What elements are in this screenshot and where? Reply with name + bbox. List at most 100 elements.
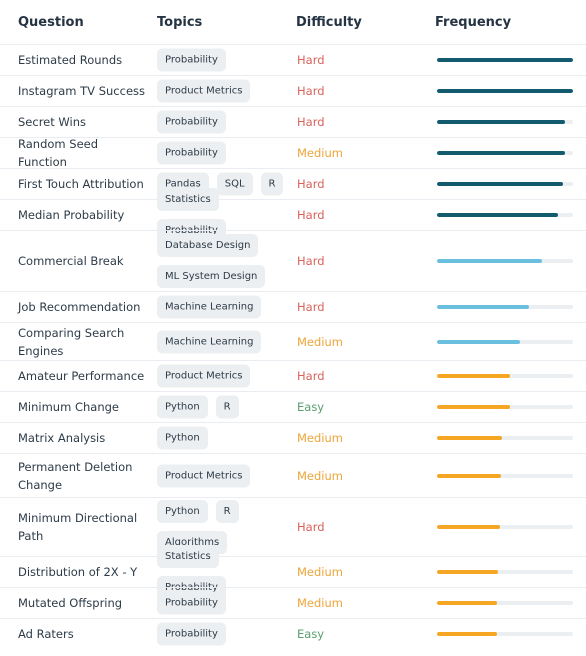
topic-chip[interactable]: ML System Design bbox=[157, 265, 266, 288]
table-row[interactable]: Commercial Break Database Design ML System… bbox=[0, 230, 586, 291]
topic-list: Probability bbox=[157, 110, 295, 134]
topic-chip[interactable]: Probability bbox=[157, 141, 226, 165]
question-title[interactable]: Median Probability bbox=[18, 208, 125, 222]
table-row[interactable]: Secret Wins Probability Hard bbox=[0, 106, 586, 137]
question-title[interactable]: Permanent Deletion Change bbox=[18, 459, 133, 492]
difficulty-label: Hard bbox=[297, 84, 325, 98]
topic-chip[interactable]: R bbox=[215, 500, 239, 523]
topic-list: Machine Learning bbox=[157, 330, 295, 353]
table-row[interactable]: Distribution of 2X - Y Statistics Probabil… bbox=[0, 545, 586, 599]
topic-chip[interactable]: Probability bbox=[157, 622, 226, 646]
frequency-bar-fill bbox=[437, 305, 530, 309]
topic-list: Python R bbox=[157, 395, 295, 419]
table-row[interactable]: Comparing Search Engines Machine Learning… bbox=[0, 322, 586, 360]
header-topics[interactable]: Topics bbox=[157, 14, 203, 30]
question-title[interactable]: Estimated Rounds bbox=[18, 53, 123, 67]
topic-list: Probability bbox=[157, 141, 295, 165]
topic-chip[interactable]: Statistics bbox=[157, 188, 219, 211]
question-title[interactable]: First Touch Attribution bbox=[18, 177, 144, 191]
table-row[interactable]: Amateur Performance Product Metrics Hard bbox=[0, 360, 586, 391]
topic-chip[interactable]: Probability bbox=[157, 48, 226, 72]
frequency-bar bbox=[437, 473, 573, 478]
table-row[interactable]: Random Seed Function Probability Medium bbox=[0, 137, 586, 169]
topic-chip[interactable]: Python bbox=[157, 426, 208, 450]
table-row[interactable]: Job Recommendation Machine Learning Hard bbox=[0, 291, 586, 322]
table-row[interactable]: Ad Raters Probability Easy bbox=[0, 618, 586, 649]
difficulty-label: Hard bbox=[297, 254, 325, 268]
topic-chip[interactable]: Product Metrics bbox=[157, 79, 251, 103]
question-title[interactable]: Secret Wins bbox=[18, 115, 87, 129]
difficulty-label: Easy bbox=[297, 627, 325, 641]
difficulty-label: Medium bbox=[297, 146, 343, 160]
question-title[interactable]: Mutated Offspring bbox=[18, 596, 123, 610]
question-title[interactable]: Minimum Change bbox=[18, 400, 119, 414]
question-title[interactable]: Amateur Performance bbox=[18, 369, 145, 383]
difficulty-label: Hard bbox=[297, 177, 325, 191]
frequency-bar bbox=[437, 525, 573, 529]
difficulty-label: Hard bbox=[297, 208, 325, 222]
question-title[interactable]: Random Seed Function bbox=[18, 137, 99, 169]
header-difficulty[interactable]: Difficulty bbox=[296, 14, 362, 30]
topic-chip[interactable]: R bbox=[215, 395, 239, 419]
frequency-bar bbox=[437, 374, 573, 378]
question-title[interactable]: Matrix Analysis bbox=[18, 431, 106, 445]
difficulty-label: Hard bbox=[297, 300, 325, 314]
header-question[interactable]: Question bbox=[18, 14, 84, 30]
table-row[interactable]: Estimated Rounds Probability Hard bbox=[0, 44, 586, 75]
difficulty-label: Hard bbox=[297, 115, 325, 129]
question-title[interactable]: Comparing Search Engines bbox=[18, 325, 125, 358]
topic-chip[interactable]: Machine Learning bbox=[157, 330, 262, 353]
question-title[interactable]: Instagram TV Success bbox=[18, 84, 145, 98]
table-row[interactable]: Permanent Deletion Change Product Metrics… bbox=[0, 453, 586, 497]
difficulty-label: Medium bbox=[297, 565, 343, 579]
topic-chip[interactable]: R bbox=[260, 172, 284, 196]
table-row[interactable]: Matrix Analysis Python Medium bbox=[0, 422, 586, 453]
topic-chip[interactable]: Python bbox=[157, 500, 208, 523]
topic-list: Machine Learning bbox=[157, 295, 295, 319]
topic-chip[interactable]: Python bbox=[157, 395, 208, 419]
frequency-bar bbox=[437, 632, 573, 636]
question-title[interactable]: Commercial Break bbox=[18, 254, 124, 268]
frequency-bar bbox=[437, 570, 573, 574]
topic-chip[interactable]: Probability bbox=[157, 591, 226, 615]
topic-list: Database Design ML System Design bbox=[157, 234, 295, 288]
frequency-bar bbox=[437, 259, 573, 263]
frequency-bar bbox=[437, 305, 573, 309]
difficulty-label: Medium bbox=[297, 468, 343, 483]
question-title[interactable]: Minimum Directional Path bbox=[18, 511, 138, 543]
frequency-bar-fill bbox=[437, 182, 564, 186]
frequency-bar-fill bbox=[437, 436, 503, 440]
frequency-bar bbox=[437, 601, 573, 605]
topic-chip[interactable]: SQL bbox=[216, 172, 253, 196]
frequency-bar bbox=[437, 405, 573, 409]
topic-chip[interactable]: Statistics bbox=[157, 545, 219, 568]
frequency-bar-fill bbox=[437, 213, 559, 217]
topic-list: Probability bbox=[157, 622, 295, 646]
frequency-bar-fill bbox=[437, 151, 565, 155]
topic-list: Probability bbox=[157, 48, 295, 72]
frequency-bar bbox=[437, 339, 573, 344]
topic-list: Product Metrics bbox=[157, 79, 295, 103]
table-row[interactable]: Instagram TV Success Product Metrics Hard bbox=[0, 75, 586, 106]
topic-list: Product Metrics bbox=[157, 364, 295, 388]
topic-list: Product Metrics bbox=[157, 464, 295, 487]
topic-chip[interactable]: Probability bbox=[157, 110, 226, 134]
frequency-bar-fill bbox=[437, 601, 497, 605]
table-row[interactable]: Minimum Change Python R Easy bbox=[0, 391, 586, 422]
question-title[interactable]: Job Recommendation bbox=[18, 300, 141, 314]
frequency-bar bbox=[437, 436, 573, 440]
topic-chip[interactable]: Product Metrics bbox=[157, 364, 251, 388]
frequency-bar bbox=[437, 58, 573, 62]
question-title[interactable]: Ad Raters bbox=[18, 627, 74, 641]
topic-chip[interactable]: Database Design bbox=[157, 234, 259, 257]
table-row[interactable]: Median Probability Statistics Probability H… bbox=[0, 188, 586, 242]
table-header: Question Topics Difficulty Frequency bbox=[0, 0, 586, 44]
table-row[interactable]: Mutated Offspring Probability Medium bbox=[0, 587, 586, 618]
header-frequency[interactable]: Frequency bbox=[435, 14, 512, 30]
question-title[interactable]: Distribution of 2X - Y bbox=[18, 565, 138, 579]
frequency-bar-fill bbox=[437, 570, 499, 574]
topic-chip[interactable]: Product Metrics bbox=[157, 464, 251, 487]
topic-chip[interactable]: Machine Learning bbox=[157, 295, 262, 319]
frequency-bar-fill bbox=[437, 120, 565, 124]
topic-list: Python bbox=[157, 426, 295, 450]
